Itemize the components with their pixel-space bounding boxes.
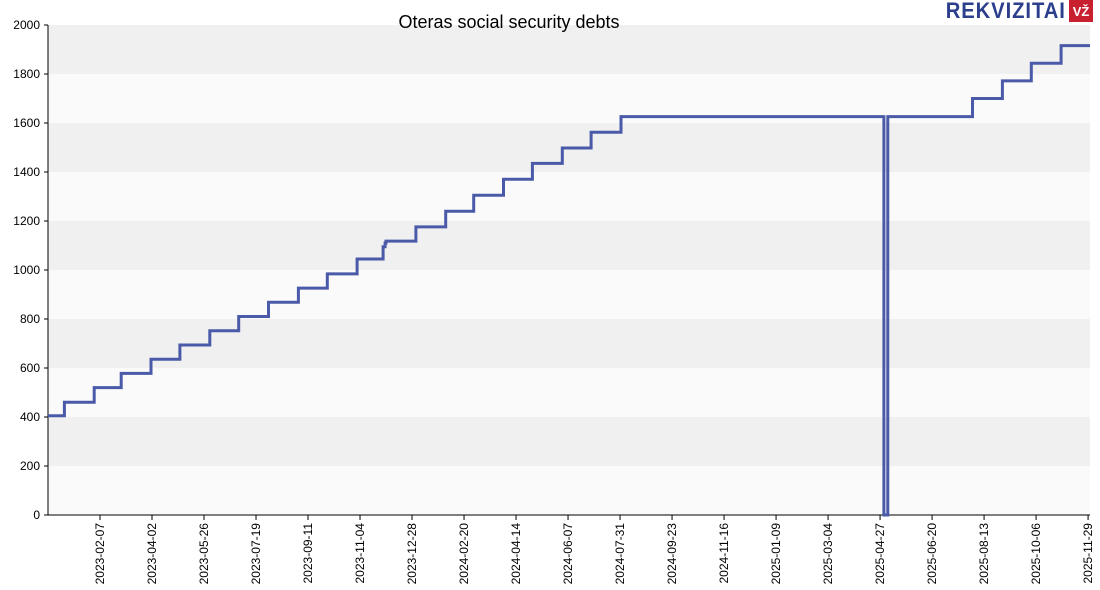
y-tick-label: 600	[20, 361, 40, 375]
logo-badge: VŽ	[1069, 0, 1093, 22]
y-tick-label: 1400	[13, 165, 40, 179]
x-tick-label: 2024-06-07	[561, 523, 575, 585]
grid-band	[48, 25, 1090, 74]
series-line	[48, 44, 1090, 517]
x-tick-label: 2025-10-06	[1029, 523, 1043, 585]
x-tick-label: 2024-09-23	[665, 523, 679, 585]
grid-bands	[48, 25, 1090, 515]
grid-band	[48, 74, 1090, 123]
x-tick-label: 2024-11-16	[717, 523, 731, 584]
x-tick-label: 2023-11-04	[353, 523, 367, 584]
y-axis: 0 200 400 600 800 1000 1200 1400 1600 1800 2000	[13, 18, 49, 522]
x-tick-label: 2023-12-28	[405, 523, 419, 585]
y-tick-label: 200	[20, 459, 40, 473]
x-tick-label: 2025-04-27	[873, 523, 887, 585]
x-tick-label: 2024-04-14	[509, 523, 523, 585]
y-tick-label: 400	[20, 410, 40, 424]
grid-band	[48, 417, 1090, 466]
x-tick-label: 2023-02-07	[93, 523, 107, 585]
grid-band	[48, 270, 1090, 319]
x-tick-label: 2024-02-20	[457, 523, 471, 585]
y-tick-label: 1200	[13, 214, 40, 228]
x-tick-label: 2023-07-19	[249, 523, 263, 585]
x-tick-label: 2024-07-31	[613, 523, 627, 585]
rekvizitai-logo[interactable]: REKVIZITAI VŽ	[935, 0, 1093, 22]
series-layer	[48, 44, 1090, 517]
x-tick-label: 2023-09-11	[301, 523, 315, 584]
x-tick-label: 2025-11-29	[1081, 523, 1095, 584]
x-tick-label: 2025-06-20	[925, 523, 939, 585]
y-tick-label: 800	[20, 312, 40, 326]
y-tick-label: 1600	[13, 116, 40, 130]
x-tick-label: 2023-05-26	[197, 523, 211, 585]
y-tick-label: 2000	[13, 18, 40, 32]
logo-text: REKVIZITAI	[946, 0, 1067, 23]
x-tick-label: 2025-01-09	[769, 523, 783, 585]
x-axis: 2023-02-07 2023-04-02 2023-05-26 2023-07-19…	[48, 514, 1095, 585]
y-tick-label: 1800	[13, 67, 40, 81]
grid-band	[48, 221, 1090, 270]
x-tick-label: 2023-04-02	[145, 523, 159, 585]
x-tick-label: 2025-03-04	[821, 523, 835, 585]
y-tick-label: 1000	[13, 263, 40, 277]
x-tick-label: 2025-08-13	[977, 523, 991, 585]
grid-band	[48, 172, 1090, 221]
grid-band	[48, 319, 1090, 368]
chart-title: Oteras social security debts	[398, 12, 620, 32]
grid-band	[48, 368, 1090, 417]
grid-band	[48, 466, 1090, 515]
y-tick-label: 0	[33, 508, 40, 522]
